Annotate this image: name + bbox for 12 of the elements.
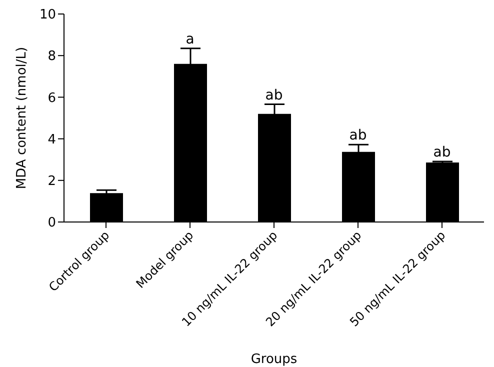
annotation: ab (349, 128, 367, 144)
y-tick-label: 6 (48, 90, 56, 106)
annotation: ab (433, 144, 451, 160)
x-axis-title: Groups (250, 352, 298, 367)
annotation: a (186, 31, 194, 48)
annotation: ab (265, 87, 283, 104)
y-tick-label: 0 (48, 216, 56, 231)
y-tick-label: 8 (48, 49, 56, 64)
y-tick-label: 4 (48, 132, 56, 148)
y-tick-label: 10 (39, 8, 56, 23)
y-axis-title: MDA content (nmol/L) (14, 46, 30, 190)
y-tick-label: 2 (48, 174, 56, 190)
